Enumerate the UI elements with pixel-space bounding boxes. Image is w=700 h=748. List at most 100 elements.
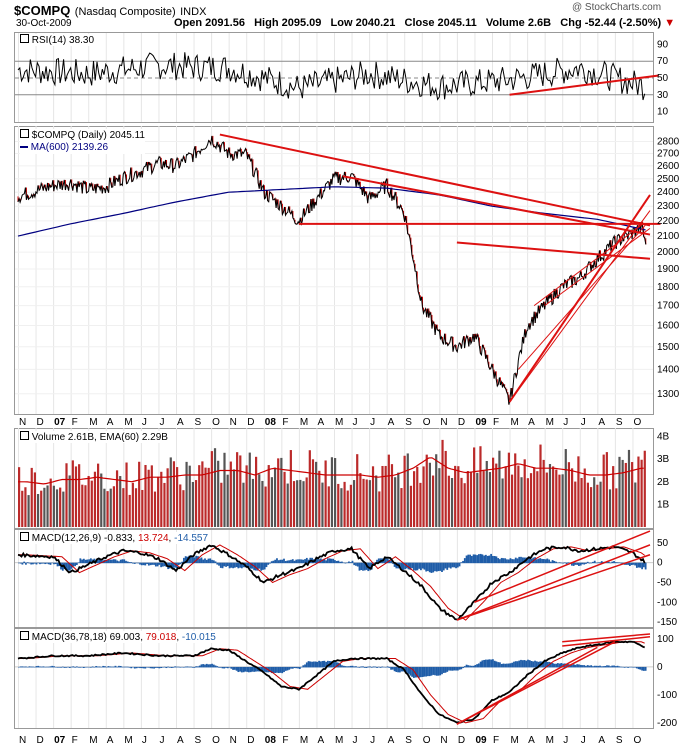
macd1-trendline — [474, 530, 651, 603]
volume-bar — [438, 468, 441, 527]
macd1-hist-bar — [26, 562, 29, 564]
volume-bar — [242, 482, 245, 527]
macd1-hist-bar — [174, 562, 177, 568]
macd1-hist-bar — [504, 558, 507, 564]
macd2-hist-bar — [276, 666, 278, 673]
macd1-hist-bar — [446, 562, 449, 570]
macd1-hist-bar — [233, 562, 236, 568]
macd2-hist-bar — [455, 666, 457, 671]
volume-bar — [567, 462, 571, 527]
macd1-hist-bar — [121, 559, 124, 564]
macd2-hist-bar — [493, 660, 496, 668]
macd1-hist-bar — [202, 559, 205, 564]
macd2-hist-bar — [37, 665, 40, 668]
macd2-hist-bar — [70, 666, 73, 668]
macd1-hist-bar — [637, 562, 640, 568]
rsi-line — [17, 52, 646, 101]
macd2-hist-bar — [281, 666, 284, 674]
macd2-hist-bar — [644, 666, 647, 671]
price-trendline — [219, 133, 651, 227]
x-tick-label: J — [142, 735, 147, 746]
macd2-hist-bar — [558, 663, 561, 668]
macd1-hist-bar — [386, 558, 389, 564]
macd2-hist-bar — [272, 666, 275, 673]
macd2-hist-bar — [642, 666, 645, 671]
x-tick-label: J — [563, 735, 568, 746]
volume-bar — [368, 480, 371, 527]
macd2-hist-bar — [225, 666, 227, 668]
macd1-hist-bar — [616, 562, 619, 564]
macd2-hist-bar — [205, 663, 208, 668]
volume-bar — [413, 471, 416, 527]
macd2-hist-bar — [297, 666, 299, 669]
macd1-hist-bar — [79, 558, 82, 564]
x-tick-label: 09 — [475, 417, 487, 428]
macd1-hist-bar — [300, 559, 303, 564]
macd2-hist-bar — [600, 666, 603, 668]
macd2-hist-bar — [179, 666, 182, 668]
macd2-hist-bar — [425, 666, 428, 677]
macd2-hist-bar — [253, 666, 256, 672]
macd2-hist-bar — [170, 666, 173, 668]
x-tick-label: M — [89, 417, 97, 428]
macd1-hist-bar — [579, 562, 582, 566]
macd1-hist-bar — [384, 557, 387, 564]
macd2-hist-bar — [72, 666, 75, 668]
volume-bar — [577, 456, 580, 527]
macd1-hist-bar — [125, 560, 127, 564]
macd2-hist-bar — [165, 666, 168, 669]
down-arrow-icon: ▼ — [664, 17, 676, 29]
macd2-y-tick: 100 — [657, 634, 674, 645]
volume-bar — [74, 466, 78, 527]
volume-bar — [97, 463, 100, 527]
macd1-hist-bar — [98, 558, 101, 564]
macd2-hist-bar — [286, 666, 289, 671]
high-value: High 2095.09 — [254, 17, 322, 29]
macd1-hist-bar — [518, 556, 521, 564]
macd1-hist-bar — [188, 555, 191, 564]
macd2-hist-bar — [453, 666, 456, 671]
macd1-hist-bar — [228, 562, 231, 569]
volume-bar — [624, 462, 627, 527]
volume-bar — [277, 458, 280, 527]
macd1-hist-bar — [521, 557, 524, 564]
macd2-hist-bar — [607, 665, 610, 668]
macd2-hist-bar — [300, 666, 303, 668]
volume-bar — [362, 478, 365, 527]
macd1-hist-bar — [530, 558, 533, 564]
macd2-hist-bar — [370, 666, 373, 668]
macd1-hist-bar — [177, 562, 180, 565]
macd1-hist-bar — [439, 562, 442, 571]
macd1-hist-bar — [147, 562, 150, 566]
volume-bar — [71, 460, 74, 527]
macd2-hist-bar — [484, 659, 487, 668]
macd1-hist-bar — [183, 557, 185, 564]
macd2-hist-bar — [477, 663, 480, 668]
macd2-hist-bar — [602, 666, 605, 668]
volume-bar — [36, 494, 40, 527]
macd1-hist-bar — [82, 558, 85, 564]
volume-bar — [179, 484, 182, 527]
volume-bar — [185, 461, 188, 527]
macd1-hist-bar — [119, 559, 122, 564]
x-tick-label: A — [177, 735, 184, 746]
macd2-hist-bar — [397, 666, 399, 673]
volume-bar — [33, 472, 36, 527]
macd2-hist-bar — [516, 661, 519, 668]
macd1-hist-bar — [339, 561, 342, 564]
price-trendline — [509, 210, 651, 403]
volume-bar — [359, 473, 362, 527]
macd2-hist-bar — [486, 659, 489, 668]
macd2-hist-bar — [474, 664, 477, 668]
macd2-hist-bar — [358, 666, 361, 668]
volume-bar — [210, 451, 213, 527]
macd2-value: 69.003 — [109, 632, 141, 643]
macd1-hist-bar — [527, 557, 529, 564]
volume-bar — [122, 488, 125, 527]
macd2-hist-bar — [409, 666, 412, 676]
macd1-hist-bar — [23, 561, 26, 564]
macd1-hist-bar — [513, 559, 515, 564]
macd1-hist-bar — [225, 562, 227, 567]
macd1-hist-bar — [211, 559, 213, 564]
macd2-hist-bar — [342, 665, 345, 668]
